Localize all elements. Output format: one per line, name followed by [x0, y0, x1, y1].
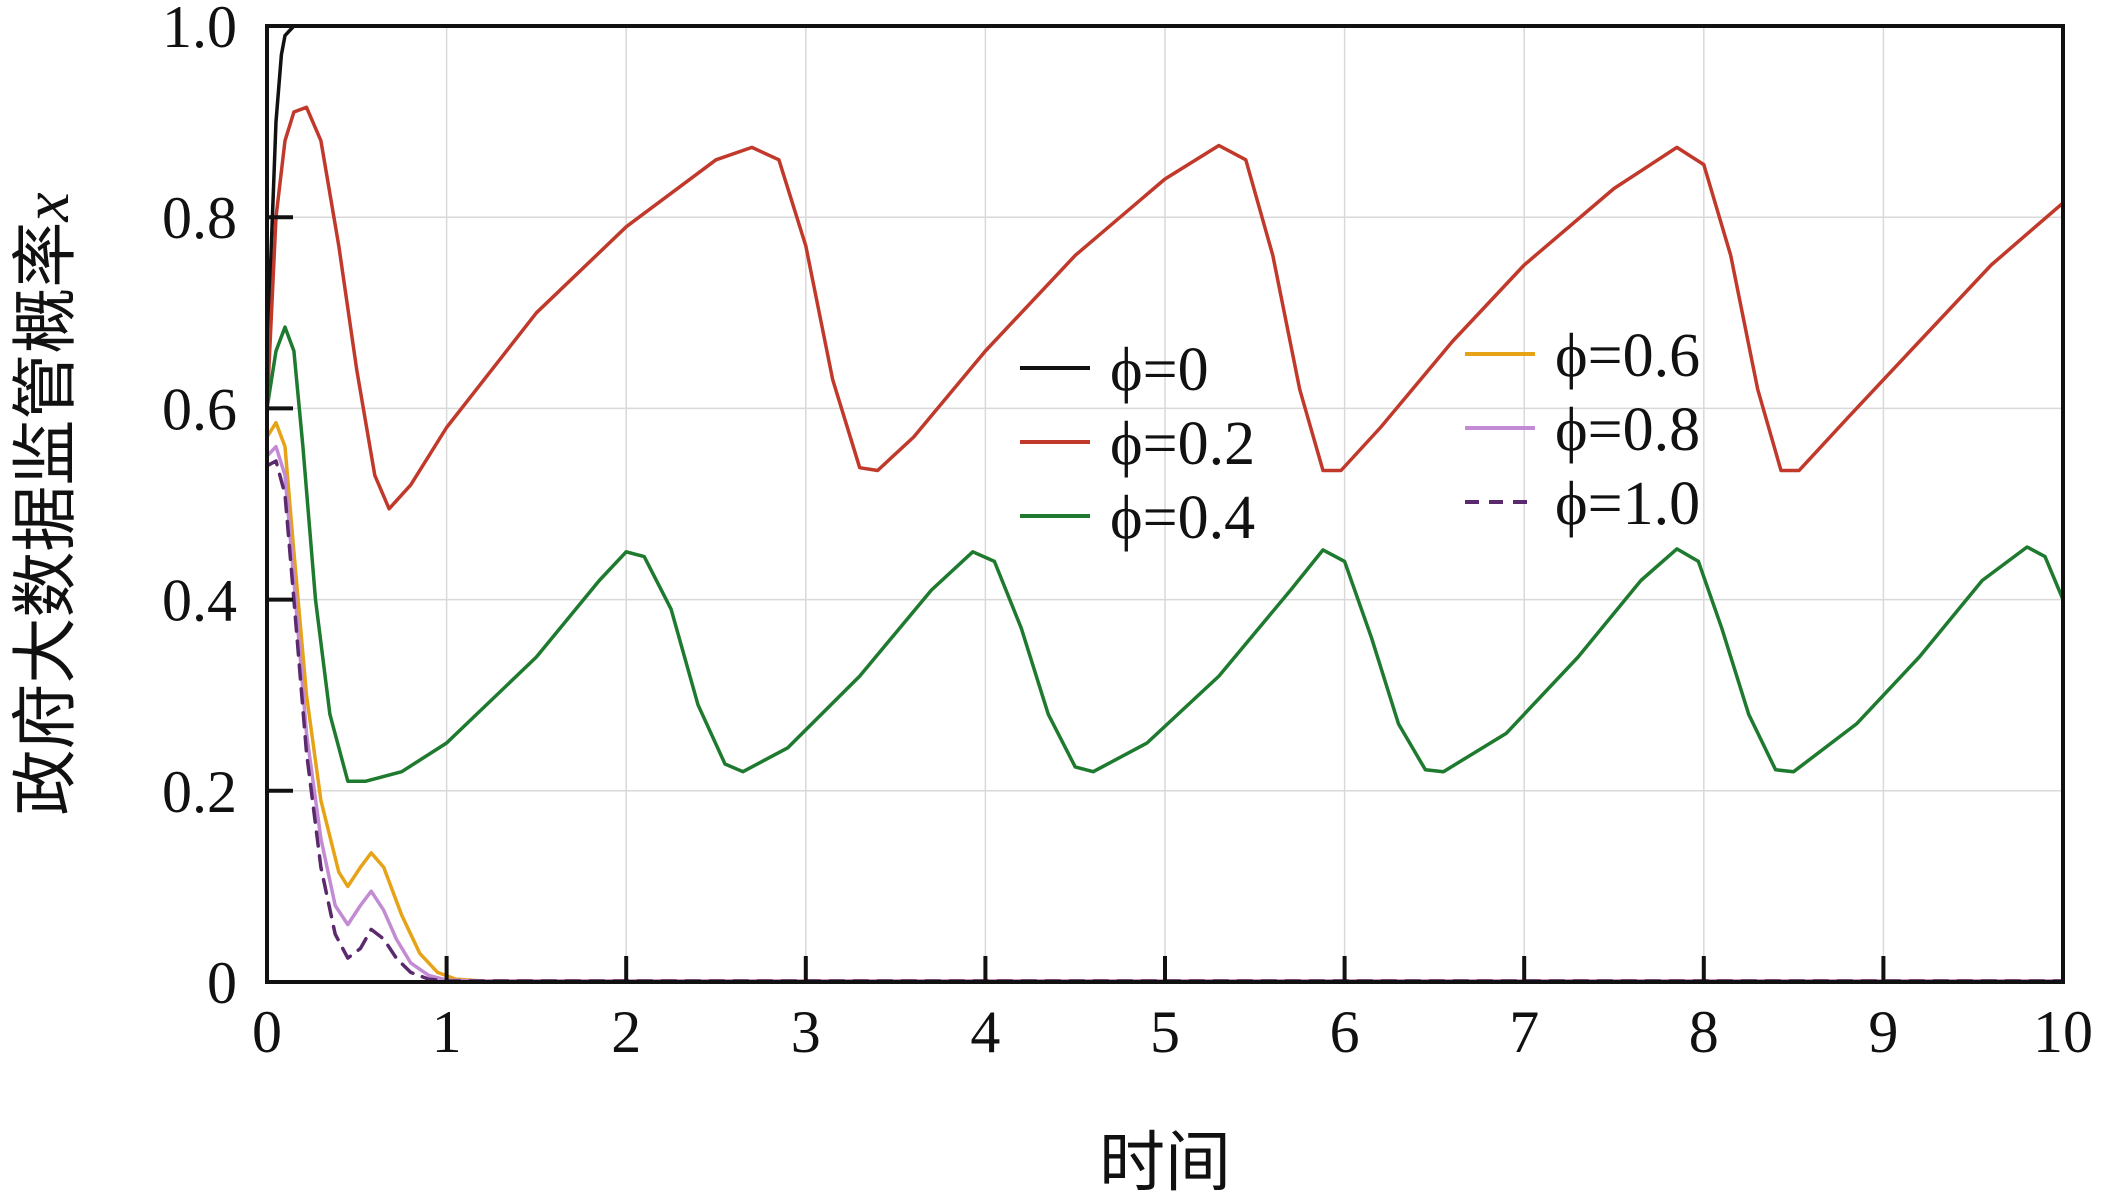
x-tick-label: 6	[1330, 999, 1360, 1065]
y-tick-label: 0.6	[162, 376, 237, 442]
x-tick-label: 4	[970, 999, 1000, 1065]
x-tick-label: 10	[2033, 999, 2093, 1065]
y-tick-label: 0.2	[162, 759, 237, 825]
x-tick-label: 3	[791, 999, 821, 1065]
x-tick-label: 8	[1689, 999, 1719, 1065]
axis-ticks	[265, 24, 2065, 984]
legend-label: ϕ=1.0	[1555, 470, 1700, 538]
x-tick-label: 1	[432, 999, 462, 1065]
x-tick-label: 5	[1150, 999, 1180, 1065]
y-axis-title-variable: x	[10, 192, 83, 222]
legend-label: ϕ=0.6	[1555, 322, 1700, 390]
legend-label: ϕ=0.4	[1110, 484, 1255, 552]
y-axis-title: 政府大数据监管概率x	[7, 192, 84, 815]
tick-labels: 0 1 2 3 4 5 6 7 8 9 10 0 0.2 0.4 0.6 0.8 1.0	[162, 0, 2093, 1065]
y-tick-label: 0.8	[162, 185, 237, 251]
legend-label: ϕ=0.8	[1555, 396, 1700, 464]
y-tick-label: 1.0	[162, 0, 237, 60]
legend-label: ϕ=0	[1110, 336, 1209, 404]
y-tick-label: 0	[207, 950, 237, 1016]
grid-lines	[267, 26, 2063, 982]
x-tick-label: 2	[611, 999, 641, 1065]
x-tick-label: 7	[1509, 999, 1539, 1065]
series-line-1	[265, 105, 2065, 511]
y-tick-label: 0.4	[162, 568, 237, 634]
series-line-2	[265, 325, 2065, 783]
x-tick-label: 0	[252, 999, 282, 1065]
legend: ϕ=0ϕ=0.2ϕ=0.4 ϕ=0.6ϕ=0.8ϕ=1.0	[1020, 322, 1700, 552]
x-tick-label: 9	[1868, 999, 1898, 1065]
y-axis-title-text: 政府大数据监管概率	[7, 222, 84, 816]
x-axis-title: 时间	[1099, 1124, 1231, 1201]
legend-label: ϕ=0.2	[1110, 410, 1255, 478]
